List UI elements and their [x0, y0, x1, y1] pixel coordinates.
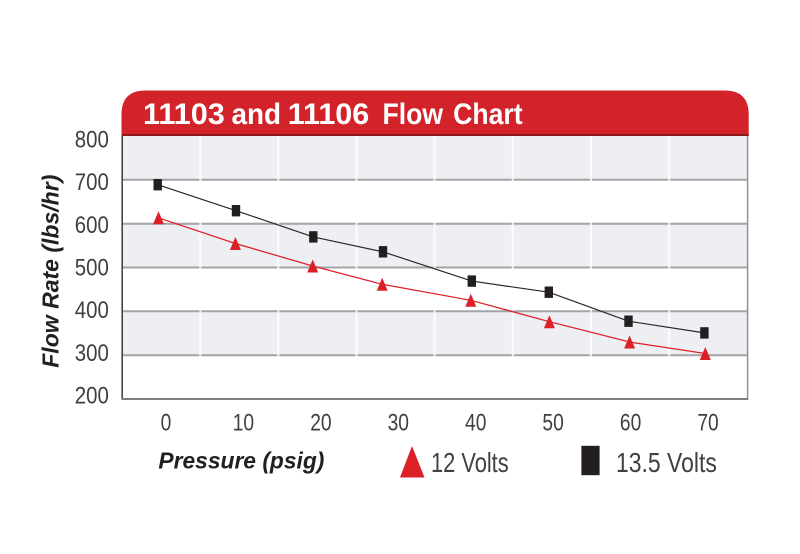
- svg-text:500: 500: [75, 254, 109, 281]
- svg-text:400: 400: [75, 297, 109, 324]
- svg-text:Flow: Flow: [383, 98, 444, 132]
- svg-text:300: 300: [75, 339, 109, 366]
- svg-text:800: 800: [75, 126, 109, 153]
- svg-text:700: 700: [75, 169, 109, 196]
- svg-text:10: 10: [233, 408, 254, 436]
- svg-text:70: 70: [697, 408, 718, 436]
- svg-text:60: 60: [620, 408, 641, 436]
- svg-text:Pressure (psig): Pressure (psig): [158, 447, 324, 473]
- svg-text:50: 50: [542, 408, 563, 436]
- svg-text:11106: 11106: [288, 98, 370, 131]
- svg-text:200: 200: [75, 382, 109, 409]
- svg-text:40: 40: [465, 408, 486, 436]
- svg-text:20: 20: [310, 408, 331, 436]
- svg-text:0: 0: [161, 408, 172, 436]
- svg-text:13.5 Volts: 13.5 Volts: [616, 448, 717, 479]
- svg-text:Flow Rate (lbs/hr): Flow Rate (lbs/hr): [38, 175, 64, 368]
- svg-text:11103: 11103: [143, 98, 225, 131]
- svg-text:30: 30: [388, 408, 409, 436]
- svg-text:12 Volts: 12 Volts: [431, 447, 509, 478]
- svg-text:600: 600: [75, 211, 109, 238]
- svg-text:Chart: Chart: [453, 98, 523, 132]
- svg-text:and: and: [232, 98, 282, 131]
